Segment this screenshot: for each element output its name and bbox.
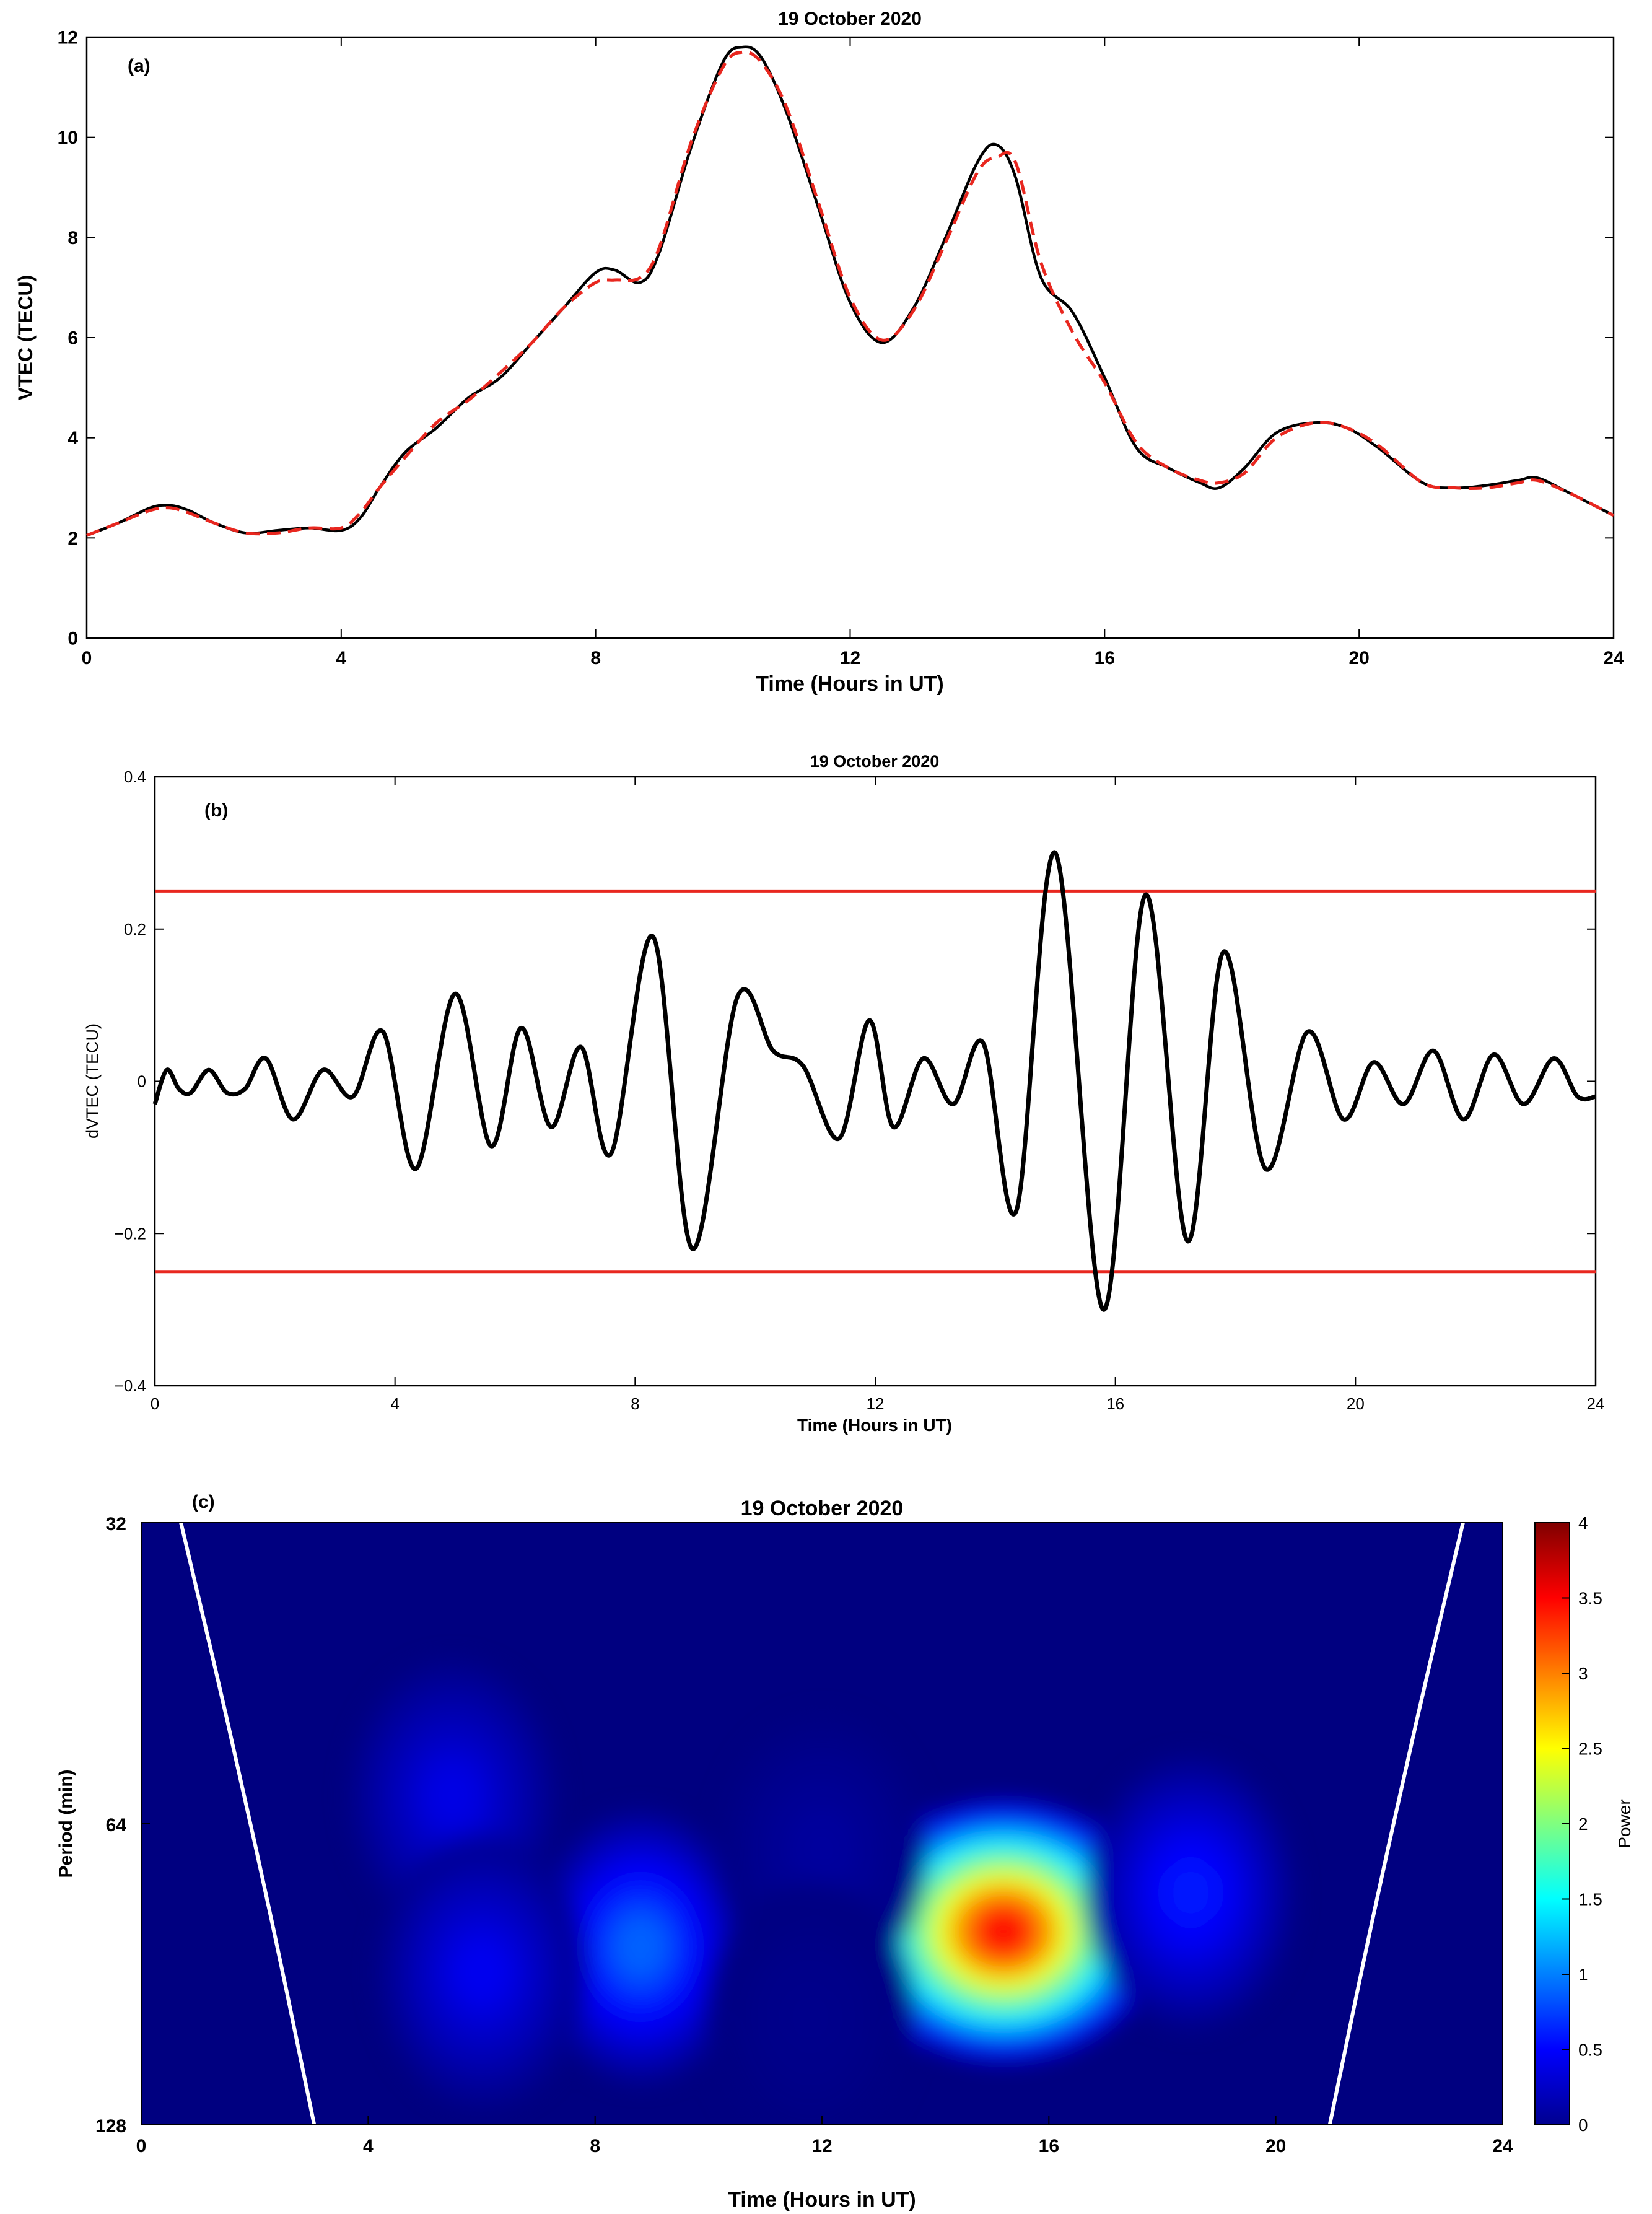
panel-b-ticks: 0 4 8 12 16 20 24 −0.4 −0.2 0 0.2 0.4 bbox=[115, 768, 1605, 1413]
panel-c-xtick-label: 16 bbox=[1039, 2136, 1059, 2156]
colorbar-tick-label: 4 bbox=[1578, 1513, 1588, 1533]
panel-b-xtick-label: 12 bbox=[867, 1394, 885, 1413]
panel-a-series-solid-line bbox=[86, 45, 1615, 537]
panel-c-tag: (c) bbox=[192, 1492, 215, 1512]
panel-a-tag: (a) bbox=[128, 56, 151, 76]
panel-c-ytick-label: 64 bbox=[106, 1815, 127, 1836]
panel-b-ytick-label: 0.4 bbox=[124, 768, 146, 786]
panel-a-xtick-label: 24 bbox=[1603, 648, 1624, 668]
panel-b-ytick-label: 0 bbox=[138, 1072, 146, 1091]
panel-a-xtick-label: 4 bbox=[336, 648, 346, 668]
panel-c-xtick-label: 12 bbox=[811, 2136, 832, 2156]
cone-of-influence-left bbox=[179, 1523, 317, 2125]
panel-c-xtick-label: 4 bbox=[363, 2136, 374, 2156]
heatmap-contour bbox=[796, 1819, 848, 1881]
panel-c-xtick-label: 0 bbox=[136, 2136, 147, 2156]
colorbar-tick-label: 0 bbox=[1578, 2116, 1588, 2135]
panel-b-xlabel: Time (Hours in UT) bbox=[797, 1415, 952, 1435]
panel-b: 0 4 8 12 16 20 24 −0.4 −0.2 0 0.2 0.4 19 October 20… bbox=[83, 752, 1604, 1435]
panel-b-xtick-label: 8 bbox=[631, 1394, 639, 1413]
panel-c-ticks: 0 4 8 12 16 20 24 32 64 128 bbox=[95, 1514, 1513, 2156]
panel-b-ylabel: dVTEC (TECU) bbox=[83, 1023, 102, 1139]
heatmap-contour bbox=[614, 1917, 666, 1977]
panel-c-heatmap bbox=[141, 1523, 1503, 2125]
panel-b-xtick-label: 0 bbox=[151, 1394, 159, 1413]
panel-b-xtick-label: 24 bbox=[1587, 1394, 1605, 1413]
colorbar-tick-label: 3.5 bbox=[1578, 1589, 1602, 1608]
panel-b-series-line bbox=[152, 850, 1596, 1312]
colorbar-label: Power bbox=[1615, 1799, 1634, 1848]
panel-a-ytick-label: 10 bbox=[58, 128, 78, 148]
heatmap-contour bbox=[785, 1987, 837, 2048]
panel-a-ytick-label: 12 bbox=[58, 28, 78, 48]
panel-b-tag: (b) bbox=[204, 800, 228, 821]
panel-c-xtick-label: 24 bbox=[1492, 2136, 1513, 2156]
panel-b-ytick-label: −0.4 bbox=[115, 1376, 146, 1395]
panel-b-xtick-label: 16 bbox=[1106, 1394, 1124, 1413]
panel-c-xtick-label: 20 bbox=[1265, 2136, 1286, 2156]
panel-a-xtick-label: 16 bbox=[1095, 648, 1115, 668]
panel-b-axes bbox=[154, 776, 1597, 1387]
panel-a-axes bbox=[85, 36, 1615, 639]
panel-c-cone-of-influence bbox=[179, 1523, 1465, 2125]
panel-a-series bbox=[86, 45, 1615, 537]
cone-of-influence-right bbox=[1327, 1523, 1465, 2125]
colorbar-tick-label: 1.5 bbox=[1578, 1890, 1602, 1909]
colorbar-tick-label: 2.5 bbox=[1578, 1739, 1602, 1759]
panel-b-ytick-label: −0.2 bbox=[115, 1224, 146, 1243]
colorbar-tick-label: 2 bbox=[1578, 1814, 1588, 1834]
panel-c-ylabel: Period (min) bbox=[56, 1769, 76, 1878]
heatmap-contour bbox=[971, 1902, 1036, 1961]
panel-a-series-dashed-line bbox=[86, 50, 1615, 537]
panel-a-xtick-label: 8 bbox=[590, 648, 601, 668]
panel-c-xlabel: Time (Hours in UT) bbox=[728, 2188, 916, 2212]
colorbar-tick-label: 3 bbox=[1578, 1664, 1588, 1683]
panel-c-ytick-label: 32 bbox=[106, 1514, 126, 1534]
panel-c-xtick-label: 8 bbox=[590, 2136, 600, 2156]
panel-b-title: 19 October 2020 bbox=[810, 752, 940, 771]
panel-a-ytick-label: 8 bbox=[68, 228, 78, 248]
panel-a-title: 19 October 2020 bbox=[778, 9, 922, 29]
panel-c-title: 19 October 2020 bbox=[741, 1497, 904, 1520]
colorbar-tick-label: 0.5 bbox=[1578, 2041, 1602, 2060]
panel-a-ytick-label: 4 bbox=[68, 428, 78, 448]
panel-a-ylabel: VTEC (TECU) bbox=[14, 275, 37, 401]
panel-a-ytick-label: 0 bbox=[68, 629, 78, 649]
panel-a-ytick-label: 2 bbox=[68, 528, 78, 549]
colorbar-ticks: 0 0.5 1 1.5 2 2.5 3 3.5 4 bbox=[1562, 1513, 1602, 2135]
heatmap-power-regions bbox=[347, 1659, 1296, 2125]
heatmap-contour bbox=[1165, 1862, 1217, 1923]
panel-b-xtick-label: 20 bbox=[1347, 1394, 1365, 1413]
panel-b-series bbox=[152, 850, 1596, 1312]
panel-a-xtick-label: 0 bbox=[82, 648, 92, 668]
heatmap-contour bbox=[427, 1766, 479, 1826]
panel-a-xlabel: Time (Hours in UT) bbox=[756, 672, 944, 696]
panel-b-xtick-label: 4 bbox=[390, 1394, 399, 1413]
colorbar-tick-label: 1 bbox=[1578, 1965, 1588, 1984]
panel-c-ytick-label: 128 bbox=[95, 2116, 126, 2137]
heatmap-contour bbox=[456, 1941, 507, 2002]
panel-a-xtick-label: 20 bbox=[1348, 648, 1369, 668]
panel-a-xtick-label: 12 bbox=[840, 648, 860, 668]
panel-b-ytick-label: 0.2 bbox=[124, 920, 146, 939]
panel-a-ytick-label: 6 bbox=[68, 328, 78, 349]
